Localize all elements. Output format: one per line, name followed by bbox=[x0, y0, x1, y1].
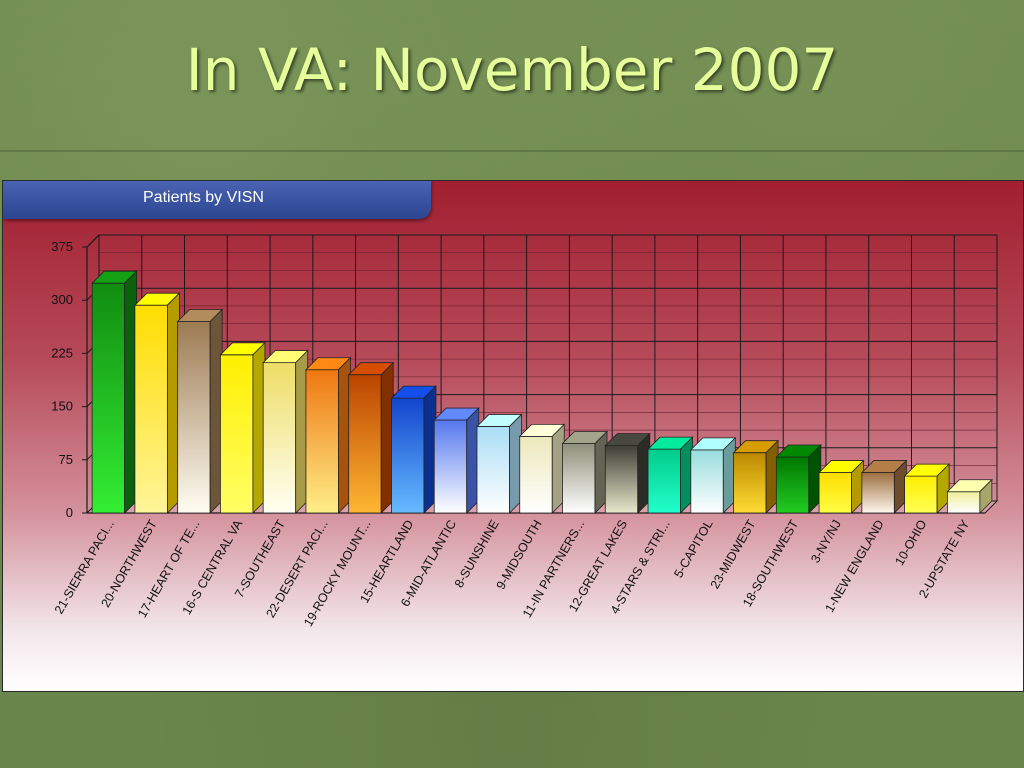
bar-front bbox=[775, 456, 810, 514]
chart-title-tab: Patients by VISN bbox=[3, 181, 431, 219]
bar-front bbox=[348, 374, 382, 514]
x-tick-label: 10-OHIO bbox=[892, 517, 929, 568]
bar-19 bbox=[860, 459, 908, 514]
bar-front bbox=[305, 369, 339, 514]
slide-title: In VA: November 2007 bbox=[185, 36, 839, 104]
bar-front bbox=[91, 282, 126, 514]
bar-front bbox=[861, 472, 895, 514]
bar-front bbox=[476, 426, 510, 514]
bar-front bbox=[519, 435, 553, 514]
bar-front bbox=[946, 491, 981, 514]
bar-6 bbox=[304, 356, 352, 514]
bar-20 bbox=[903, 463, 951, 514]
chart-panel: Patients by VISN 0 75 150 225 300 375 21-SIERR… bbox=[2, 180, 1024, 692]
bar-front bbox=[733, 452, 767, 514]
bar-13 bbox=[604, 432, 651, 514]
bar-front bbox=[262, 362, 297, 514]
bar-7 bbox=[347, 361, 395, 514]
bar-8 bbox=[390, 385, 437, 514]
bar-12 bbox=[561, 430, 608, 514]
y-tick-label: 300 bbox=[51, 292, 73, 307]
bar-9 bbox=[433, 407, 480, 514]
y-tick-label: 0 bbox=[66, 505, 73, 520]
x-tick-label: 9-MIDSOUTH bbox=[494, 518, 545, 592]
x-tick-label: 8-SUNSHINE bbox=[452, 518, 502, 591]
bar-front bbox=[433, 419, 468, 514]
bar-18 bbox=[818, 459, 865, 514]
chart-bars bbox=[91, 270, 993, 514]
bar-front bbox=[134, 304, 168, 514]
bar-17 bbox=[775, 443, 822, 514]
x-tick-label: 3-NY/NJ bbox=[808, 518, 844, 566]
bar-front bbox=[690, 449, 724, 514]
bar-11 bbox=[518, 423, 566, 514]
title-divider bbox=[0, 150, 1024, 152]
y-tick-label: 150 bbox=[51, 399, 73, 414]
bar-front bbox=[391, 397, 425, 514]
y-axis-top bbox=[86, 234, 100, 248]
y-tick-label: 75 bbox=[59, 452, 73, 467]
bar-front bbox=[220, 354, 254, 514]
x-tick-label: 5-CAPITOL bbox=[671, 517, 715, 580]
bar-3 bbox=[176, 308, 224, 514]
x-tick-label: 23-MIDWEST bbox=[708, 517, 759, 591]
bar-15 bbox=[689, 436, 737, 514]
y-tick-label: 225 bbox=[51, 345, 73, 360]
bar-10 bbox=[476, 413, 523, 514]
bar-front bbox=[562, 443, 596, 514]
bar-front bbox=[818, 472, 852, 514]
bar-1 bbox=[91, 270, 138, 514]
bar-side bbox=[979, 478, 993, 514]
bar-4 bbox=[219, 341, 266, 514]
bar-5 bbox=[262, 349, 309, 514]
bar-14 bbox=[647, 436, 694, 514]
bar-front bbox=[904, 475, 938, 514]
bar-front bbox=[604, 445, 639, 514]
bar-21 bbox=[946, 478, 993, 514]
bar-2 bbox=[133, 292, 181, 514]
chart-title: Patients by VISN bbox=[143, 189, 264, 206]
bar-front bbox=[647, 448, 681, 514]
bar-front bbox=[177, 321, 211, 514]
bar-16 bbox=[732, 439, 780, 514]
y-tick-label: 375 bbox=[51, 239, 73, 254]
